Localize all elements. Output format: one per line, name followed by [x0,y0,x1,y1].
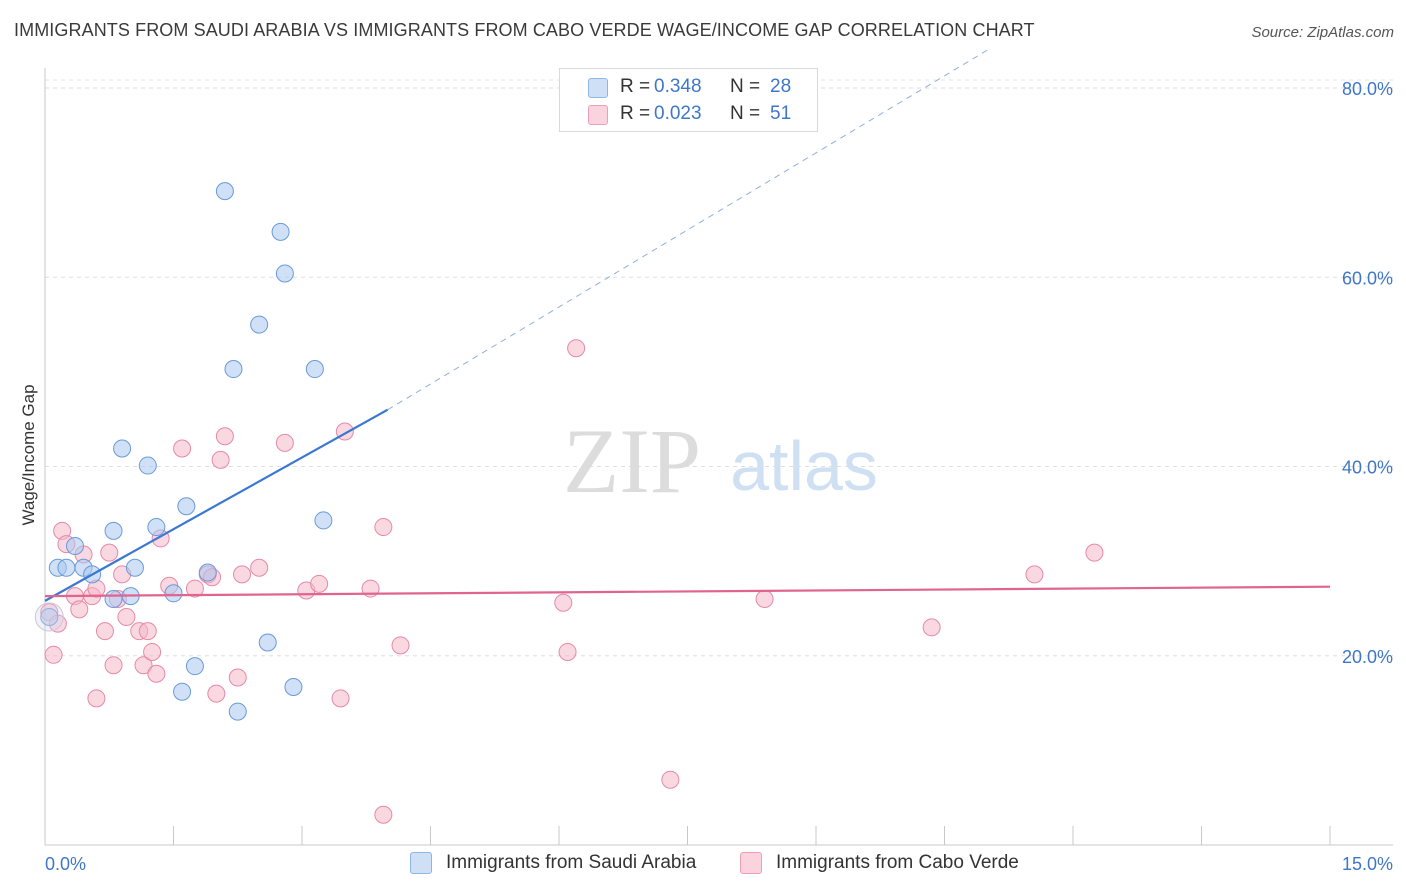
data-point-saudi-arabia [113,439,132,458]
data-point-cabo-verde [554,593,573,612]
data-point-cabo-verde [185,579,204,598]
data-point-cabo-verde [143,642,162,661]
data-point-cabo-verde [134,656,153,675]
bottom-legend-saudi-arabia: Immigrants from Saudi Arabia [410,852,696,874]
data-point-saudi-arabia [314,511,333,530]
trend-line-saudi-arabia [44,408,389,602]
data-point-saudi-arabia [271,222,290,241]
axes [44,68,1393,846]
data-point-cabo-verde [567,339,586,358]
data-point-saudi-arabia [284,677,303,696]
y-axis-label: Wage/Income Gap [19,384,38,525]
data-point-saudi-arabia [228,702,247,721]
data-point-saudi-arabia [250,315,269,334]
data-point-cabo-verde [374,518,393,537]
bottom-legend-swatch [410,852,432,874]
x-tick-label: 15.0% [1342,854,1393,874]
data-point-saudi-arabia [125,558,144,577]
data-point-saudi-arabia [215,182,234,201]
data-point-cabo-verde [250,558,269,577]
watermark-atlas: atlas [730,427,878,505]
data-point-cabo-verde [558,642,577,661]
data-point-cabo-verde [275,433,294,452]
data-point-cabo-verde [391,636,410,655]
data-point-cabo-verde [44,645,63,664]
data-point-cabo-verde [661,770,680,789]
data-point-saudi-arabia [104,589,123,608]
n-label: N = [730,76,761,97]
data-point-saudi-arabia [138,456,157,475]
x-tick-label: 0.0% [45,854,86,874]
data-point-saudi-arabia [147,518,166,537]
data-point-cabo-verde [104,656,123,675]
data-point-saudi-arabia [57,558,76,577]
data-point-cabo-verde [228,668,247,687]
y-tick-label: 20.0% [1342,647,1393,667]
trend-lines [44,49,1331,602]
legend-row-cabo-verde: R = 0.023 N = 51 [620,102,791,126]
data-point-cabo-verde [922,618,941,637]
data-point-cabo-verde [331,689,350,708]
data-point-cabo-verde [374,805,393,824]
watermark-zip: ZIP [563,410,701,512]
n-label: N = [730,103,761,124]
tick-labels: 20.0% 40.0% 60.0% 80.0% 0.0% 15.0% [45,79,1393,874]
data-point-cabo-verde [100,543,119,562]
data-point-cabo-verde [1025,565,1044,584]
data-point-saudi-arabia [40,607,59,626]
data-point-cabo-verde [173,439,192,458]
data-point-saudi-arabia [275,264,294,283]
data-point-cabo-verde [755,589,774,608]
stats-legend: R = 0.348 N = 28 R = 0.023 N = 51 [559,68,818,132]
bottom-legend-cabo-verde: Immigrants from Cabo Verde [740,852,1019,874]
legend-swatch-cabo-verde [588,105,608,125]
data-point-cabo-verde [211,450,230,469]
bottom-legend-label: Immigrants from Cabo Verde [776,852,1019,873]
legend-swatch-saudi-arabia [588,78,608,98]
y-tick-label: 60.0% [1342,268,1393,288]
data-point-cluster [34,602,64,632]
y-tick-label: 40.0% [1342,458,1393,478]
data-point-cabo-verde [117,607,136,626]
chart-title: IMMIGRANTS FROM SAUDI ARABIA VS IMMIGRAN… [14,20,1035,40]
data-point-cabo-verde [138,622,157,641]
series-saudi-arabia [34,182,333,721]
r-value: 0.023 [654,103,702,124]
data-point-saudi-arabia [173,682,192,701]
y-tick-label: 80.0% [1342,79,1393,99]
legend-row-saudi-arabia: R = 0.348 N = 28 [620,75,791,99]
bottom-legend-label: Immigrants from Saudi Arabia [446,852,697,873]
r-label: R = [620,103,651,124]
data-point-cabo-verde [1085,543,1104,562]
data-point-saudi-arabia [65,536,84,555]
data-point-saudi-arabia [177,497,196,516]
r-value: 0.348 [654,76,702,97]
n-value: 51 [770,103,792,124]
source-label: Source: ZipAtlas.com [1251,24,1394,41]
data-point-cabo-verde [215,427,234,446]
data-point-saudi-arabia [198,563,217,582]
data-point-saudi-arabia [224,360,243,379]
data-point-cabo-verde [70,600,89,619]
trend-line-cabo-verde [44,585,1331,598]
r-label: R = [620,76,651,97]
data-point-cabo-verde [310,574,329,593]
data-point-saudi-arabia [185,657,204,676]
data-point-saudi-arabia [104,521,123,540]
data-point-cabo-verde [95,622,114,641]
data-point-saudi-arabia [258,633,277,652]
data-point-saudi-arabia [164,584,183,603]
data-point-cabo-verde [233,565,252,584]
data-point-cabo-verde [87,689,106,708]
data-point-cabo-verde [147,664,166,683]
data-point-saudi-arabia [305,360,324,379]
n-value: 28 [770,76,792,97]
data-point-cabo-verde [207,684,226,703]
bottom-legend-swatch [740,852,762,874]
